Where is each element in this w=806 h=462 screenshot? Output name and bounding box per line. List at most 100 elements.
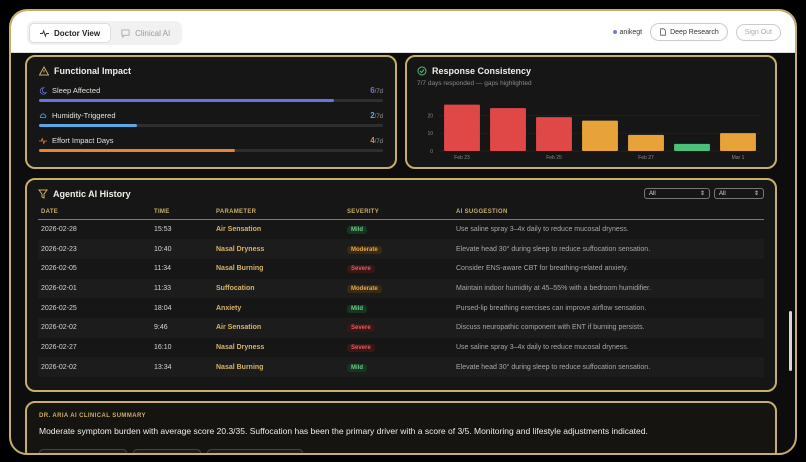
col-severity: SEVERITY — [344, 206, 453, 220]
impact-unit: /7d — [374, 89, 383, 95]
summary-tags — [39, 449, 303, 453]
cell-severity: Moderate — [344, 278, 453, 299]
table-row[interactable]: 2026-02-02 13:34 Nasal Burning Mild Elevate … — [38, 357, 764, 377]
cell-parameter: Nasal Burning — [213, 357, 344, 377]
cell-time: 9:46 — [151, 317, 213, 338]
cell-date: 2026-02-01 — [38, 278, 151, 299]
tab-clinical-ai[interactable]: Clinical AI — [111, 23, 180, 43]
cell-time: 16:10 — [154, 343, 172, 351]
col-ai-suggestion: AI SUGGESTION — [453, 206, 764, 220]
activity-icon — [39, 136, 47, 145]
cell-severity: Mild — [344, 220, 453, 240]
table-row[interactable]: 2026-02-02 9:46 Air Sensation Severe Discuss… — [38, 317, 764, 338]
functional-impact-card: Functional Impact Sleep Affected 6/7d Humi… — [25, 55, 397, 169]
impact-bar-fill — [39, 124, 138, 127]
cell-time: 10:40 — [151, 239, 213, 259]
cell-suggestion: Use saline spray 3–4x daily to reduce mu… — [456, 226, 629, 234]
summary-tag — [207, 449, 303, 453]
cell-date: 2026-02-27 — [41, 343, 77, 351]
severity-badge: Mild — [347, 226, 367, 235]
x-tick-label: Mar 1 — [732, 155, 745, 161]
activity-icon — [40, 28, 49, 38]
table-row[interactable]: 2026-02-05 11:34 Nasal Burning Severe Consid… — [38, 259, 764, 279]
cell-date: 2026-02-02 — [38, 357, 151, 377]
sign-out-button[interactable]: Sign Out — [735, 23, 781, 41]
cell-date: 2026-02-28 — [41, 226, 77, 234]
cell-time: 15:53 — [154, 226, 172, 234]
clinical-summary-card: DR. ARIA AI CLINICAL SUMMARY Moderate sy… — [25, 401, 777, 453]
severity-badge: Moderate — [347, 245, 382, 254]
deep-research-label: Deep Research — [670, 28, 719, 36]
cell-time: 18:04 — [154, 304, 172, 312]
cell-parameter: Anxiety — [216, 304, 242, 312]
impact-row: Effort Impact Days 4/7d — [39, 136, 383, 152]
warning-icon — [39, 66, 49, 76]
y-tick-label: 10 — [427, 131, 433, 137]
x-tick-label: Feb 25 — [546, 155, 562, 161]
impact-label: Humidity-Triggered — [52, 111, 116, 120]
severity-badge: Mild — [347, 363, 367, 372]
impact-count: 4 — [370, 136, 375, 145]
impact-row: Humidity-Triggered 2/7d — [39, 111, 383, 127]
cell-suggestion: Maintain indoor humidity at 45–55% with … — [453, 278, 764, 299]
col-date: DATE — [38, 206, 151, 220]
tab-label: Clinical AI — [135, 28, 171, 38]
cell-date: 2026-02-23 — [38, 239, 151, 259]
history-title: Agentic AI History — [38, 189, 131, 199]
response-consistency-title: Response Consistency — [417, 66, 765, 76]
impact-count: 6 — [370, 86, 375, 95]
chart-bar — [536, 117, 572, 151]
deep-research-button[interactable]: Deep Research — [650, 23, 728, 41]
status-dot — [612, 30, 617, 34]
document-icon — [660, 28, 666, 36]
cell-parameter: Air Sensation — [216, 226, 262, 234]
impact-row: Sleep Affected 6/7d — [39, 86, 383, 102]
cell-date: 2026-02-02 — [38, 317, 151, 338]
summary-heading: DR. ARIA AI CLINICAL SUMMARY — [39, 413, 146, 419]
history-table: DATE TIME PARAMETER SEVERITY AI SUGGESTI… — [38, 206, 764, 377]
impact-value: 2/7d — [370, 111, 383, 120]
cell-severity: Severe — [344, 338, 453, 358]
history-title-text: Agentic AI History — [53, 188, 131, 199]
cell-severity: Mild — [344, 357, 453, 377]
filter-value: All — [719, 190, 726, 197]
table-row[interactable]: 2026-02-28 15:53 Air Sensation Mild Use sali… — [38, 220, 764, 240]
tab-doctor-view[interactable]: Doctor View — [29, 23, 112, 43]
impact-value: 6/7d — [370, 86, 383, 95]
impact-value: 4/7d — [370, 136, 383, 145]
x-tick-label: Feb 23 — [454, 155, 470, 161]
response-consistency-title-text: Response Consistency — [432, 66, 532, 76]
cell-parameter: Nasal Dryness — [213, 239, 344, 259]
severity-filter-select[interactable]: All ⇕ — [714, 188, 764, 199]
impact-bar-fill — [39, 99, 334, 102]
impact-count: 2 — [370, 111, 375, 120]
impact-label: Sleep Affected — [52, 86, 101, 95]
summary-tag — [133, 449, 201, 453]
parameter-filter-select[interactable]: All ⇕ — [644, 188, 710, 199]
user-indicator: anikegt — [612, 29, 642, 36]
scrollbar[interactable] — [789, 311, 792, 371]
cell-date: 2026-02-05 — [41, 265, 77, 273]
filter-icon — [38, 189, 48, 199]
table-row[interactable]: 2026-02-25 18:04 Anxiety Mild Pursed-lip bre… — [38, 298, 764, 318]
table-row[interactable]: 2026-02-27 16:10 Nasal Dryness Severe Use sa… — [38, 338, 764, 358]
impact-unit: /7d — [374, 114, 383, 120]
chevron-updown-icon: ⇕ — [753, 191, 759, 197]
chevron-updown-icon: ⇕ — [699, 191, 705, 197]
chart-bar — [582, 120, 618, 151]
impact-bar-track — [39, 124, 383, 127]
cell-severity: Mild — [344, 298, 453, 318]
impact-bar-fill — [39, 149, 236, 152]
chart-bar — [628, 134, 664, 151]
severity-badge: Severe — [347, 265, 375, 274]
chart-bar — [490, 108, 526, 151]
cell-severity: Severe — [344, 317, 453, 338]
app-window: Doctor View Clinical AI anikegt Deep Res… — [9, 9, 797, 455]
table-row[interactable]: 2026-02-23 10:40 Nasal Dryness Moderate Elev… — [38, 239, 764, 259]
severity-badge: Moderate — [347, 284, 382, 293]
chat-icon — [121, 28, 130, 38]
consistency-bar-chart: 0 10 20 Feb 23 Feb 25 Feb 27 Mar 1 — [427, 104, 761, 161]
table-row[interactable]: 2026-02-01 11:33 Suffocation Moderate Mainta… — [38, 278, 764, 299]
cell-date: 2026-02-25 — [41, 304, 77, 312]
cell-suggestion: Pursed-lip breathing exercises can impro… — [456, 304, 647, 312]
